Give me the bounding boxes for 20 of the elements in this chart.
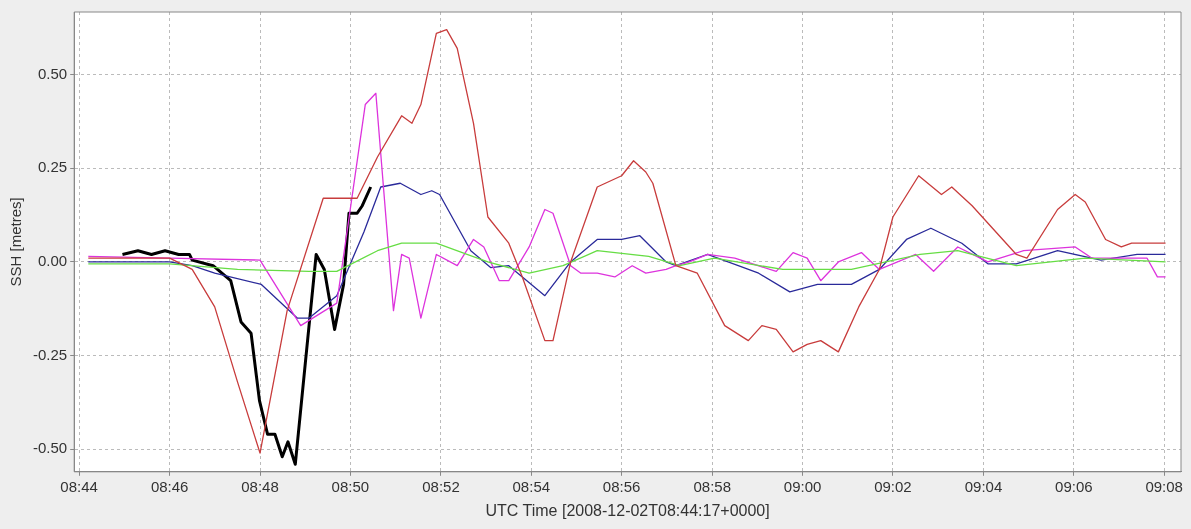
x-tick-label: 08:58: [693, 477, 732, 495]
y-axis-title: SSH [metres]: [7, 197, 25, 287]
x-tick-label: 09:00: [783, 477, 822, 495]
x-tick-label: 09:08: [1145, 477, 1183, 495]
x-tick-label: 08:52: [422, 477, 460, 495]
x-tick-label: 08:48: [241, 477, 279, 495]
x-tick-label: 08:44: [60, 477, 98, 495]
y-tick-label: 0.00: [37, 252, 68, 270]
y-tick-label: 0.50: [37, 64, 68, 82]
x-axis-title: UTC Time [2008-12-02T08:44:17+0000]: [485, 501, 770, 519]
y-tick-label: -0.25: [32, 345, 68, 363]
x-tick-label: 08:54: [512, 477, 551, 495]
x-tick-label: 09:04: [964, 477, 1003, 495]
y-tick-label: 0.25: [37, 158, 68, 176]
y-tick-label: -0.50: [32, 439, 68, 457]
x-tick-label: 08:50: [331, 477, 370, 495]
x-tick-label: 08:46: [150, 477, 189, 495]
x-tick-label: 08:56: [602, 477, 641, 495]
x-tick-label: 09:02: [874, 477, 912, 495]
x-tick-label: 09:06: [1055, 477, 1093, 495]
